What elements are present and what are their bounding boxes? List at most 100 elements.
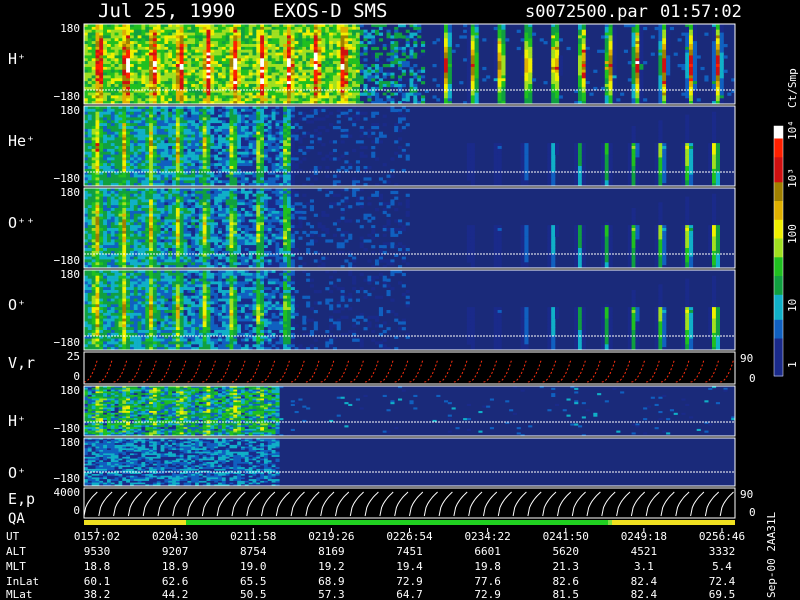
data-cell	[126, 78, 131, 82]
data-cell	[283, 160, 288, 164]
data-cell	[110, 117, 115, 121]
data-cell	[348, 61, 353, 65]
data-cell	[225, 24, 230, 28]
data-cell	[271, 157, 276, 161]
data-cell	[355, 64, 360, 68]
data-cell	[160, 111, 165, 115]
data-cell	[137, 55, 142, 59]
data-cell	[187, 38, 192, 42]
data-cell	[267, 86, 272, 91]
data-cell	[375, 29, 380, 33]
data-cell	[160, 95, 165, 99]
data-cell	[183, 106, 188, 110]
data-cell	[99, 160, 104, 164]
data-cell	[202, 69, 207, 73]
data-cell	[692, 52, 697, 56]
data-cell	[118, 123, 123, 127]
data-cell	[206, 157, 211, 161]
data-cell	[187, 66, 192, 71]
data-cell	[214, 26, 219, 31]
data-cell	[141, 52, 146, 56]
data-cell	[87, 46, 92, 51]
data-cell	[447, 81, 452, 85]
data-cell	[348, 101, 353, 105]
data-cell	[175, 114, 180, 118]
data-cell	[114, 166, 119, 170]
data-cell	[198, 183, 203, 187]
data-cell	[225, 44, 230, 48]
data-cell	[206, 106, 211, 110]
data-cell	[317, 64, 322, 68]
data-cell	[198, 75, 203, 79]
data-cell	[332, 86, 337, 91]
data-cell	[110, 46, 115, 51]
data-cell	[91, 95, 96, 99]
data-cell	[202, 44, 207, 48]
data-cell	[317, 126, 322, 130]
data-cell	[306, 89, 311, 93]
data-cell	[252, 177, 257, 181]
data-cell	[191, 177, 196, 181]
data-cell	[421, 44, 426, 48]
data-cell	[195, 157, 200, 161]
data-cell	[340, 86, 345, 91]
data-cell	[689, 52, 694, 56]
data-cell	[398, 52, 403, 56]
data-cell	[191, 81, 196, 85]
data-cell	[214, 166, 219, 170]
data-cell	[528, 29, 533, 33]
data-cell	[183, 174, 188, 178]
data-cell	[371, 52, 376, 56]
data-cell	[666, 35, 671, 39]
data-cell	[275, 106, 280, 110]
data-cell	[164, 35, 169, 39]
data-cell	[126, 86, 131, 91]
data-cell	[689, 69, 694, 73]
data-cell	[267, 140, 272, 144]
data-cell	[229, 114, 234, 118]
data-cell	[237, 146, 242, 150]
data-cell	[164, 163, 169, 167]
data-cell	[386, 98, 391, 102]
data-cell	[355, 46, 360, 51]
data-cell	[221, 157, 226, 161]
data-cell	[578, 86, 583, 91]
data-cell	[390, 44, 395, 48]
data-cell	[87, 84, 92, 88]
data-cell	[191, 114, 196, 118]
data-cell	[344, 58, 349, 62]
data-cell	[156, 157, 161, 161]
data-cell	[210, 180, 215, 184]
data-cell	[585, 69, 590, 73]
data-cell	[225, 64, 230, 68]
data-cell	[241, 58, 246, 62]
data-cell	[398, 120, 403, 124]
data-cell	[719, 69, 724, 73]
data-cell	[474, 101, 479, 105]
data-cell	[275, 89, 280, 93]
data-cell	[581, 38, 586, 42]
data-cell	[156, 123, 161, 127]
data-cell	[172, 143, 177, 147]
data-cell	[156, 95, 161, 99]
data-cell	[110, 52, 115, 56]
data-cell	[631, 55, 636, 59]
data-cell	[225, 154, 230, 158]
data-cell	[160, 72, 165, 76]
data-cell	[237, 58, 242, 62]
data-cell	[252, 89, 257, 93]
data-cell	[152, 160, 157, 164]
data-cell	[447, 86, 452, 91]
data-cell	[187, 89, 192, 93]
data-cell	[152, 166, 157, 170]
data-cell	[99, 126, 104, 130]
data-cell	[666, 66, 671, 71]
data-cell	[103, 120, 108, 124]
data-cell	[317, 86, 322, 91]
data-cell	[172, 35, 177, 39]
data-cell	[122, 177, 127, 181]
data-cell	[390, 174, 395, 178]
data-cell	[187, 177, 192, 181]
data-cell	[528, 78, 533, 82]
data-cell	[114, 86, 119, 91]
